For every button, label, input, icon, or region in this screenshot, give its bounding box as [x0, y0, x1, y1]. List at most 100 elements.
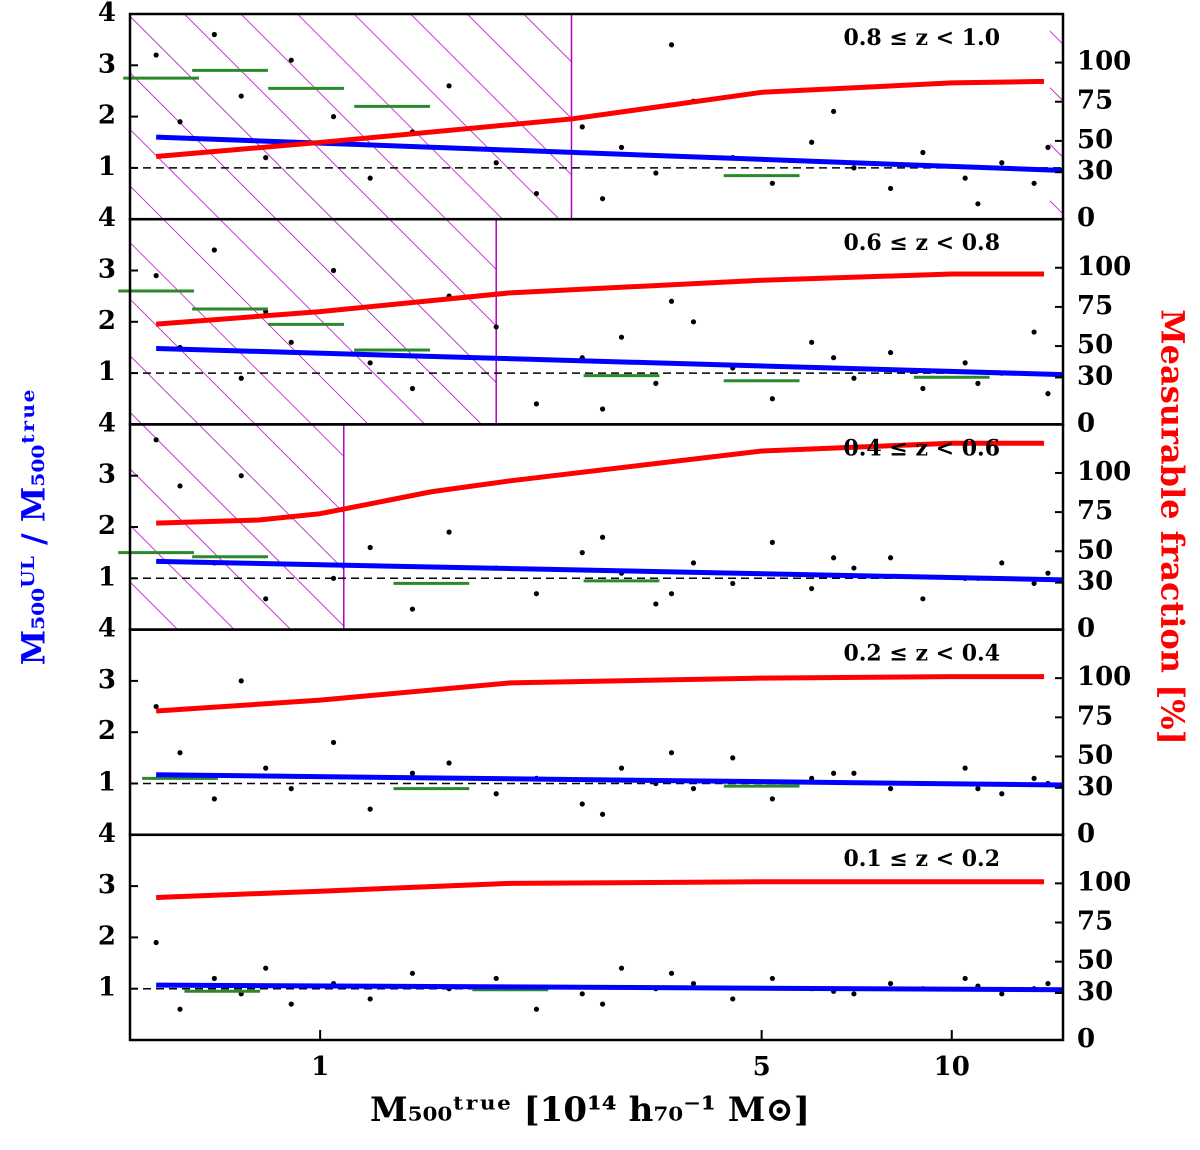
data-point — [153, 273, 159, 279]
shaded-region — [130, 14, 572, 220]
data-point — [493, 324, 499, 330]
y-tick-label: 4 — [98, 614, 116, 644]
panel-label: 0.4 ≤ z < 0.6 — [843, 435, 1000, 461]
data-point — [975, 201, 981, 207]
panel-label: 0.2 ≤ z < 0.4 — [843, 641, 1000, 667]
data-point — [446, 760, 452, 766]
data-point — [769, 180, 775, 186]
data-point — [533, 591, 540, 597]
data-point — [653, 380, 659, 386]
data-point — [238, 678, 244, 684]
data-point — [599, 534, 606, 540]
y2-tick-label: 30 — [1077, 977, 1113, 1007]
data-point — [668, 970, 675, 976]
y-tick-label: 3 — [98, 49, 116, 79]
y2-tick-label: 75 — [1077, 86, 1113, 116]
y2-tick-label: 50 — [1077, 740, 1113, 770]
fraction-line — [155, 78, 1045, 160]
y-tick-label: 3 — [98, 665, 116, 695]
y2-tick-label: 100 — [1077, 867, 1131, 897]
x-tick-label: 5 — [753, 1052, 771, 1082]
data-point — [330, 267, 337, 274]
fit-line — [156, 982, 1063, 993]
data-point — [999, 560, 1005, 566]
data-point — [409, 385, 416, 392]
shaded-region — [1049, 14, 1063, 220]
data-point — [769, 539, 775, 545]
y2-tick-label: 50 — [1077, 330, 1113, 360]
data-point — [367, 175, 373, 181]
data-point — [887, 786, 894, 792]
panel-label: 0.8 ≤ z < 1.0 — [843, 25, 1000, 51]
y2-tick-label: 100 — [1077, 47, 1131, 77]
data-point — [211, 796, 217, 802]
data-point — [263, 765, 269, 771]
data-point — [831, 555, 837, 561]
data-point — [851, 375, 857, 381]
data-point — [962, 360, 968, 366]
data-point — [668, 42, 675, 48]
y2-tick-label: 30 — [1077, 772, 1113, 802]
y-tick-label: 2 — [98, 716, 116, 746]
data-point — [851, 165, 857, 171]
data-point — [999, 160, 1005, 166]
data-point — [769, 975, 775, 982]
y2-tick-label: 75 — [1077, 907, 1113, 937]
data-point — [288, 339, 294, 345]
y-tick-label: 3 — [98, 870, 116, 900]
data-point — [1045, 144, 1051, 150]
y2-tick-label: 50 — [1077, 125, 1113, 155]
y2-tick-label: 0 — [1077, 408, 1095, 438]
data-point — [975, 380, 981, 386]
y2-tick-label: 100 — [1077, 252, 1131, 282]
data-point — [493, 791, 499, 797]
data-point — [409, 770, 416, 776]
y2-tick-label: 50 — [1077, 535, 1113, 565]
data-point — [962, 975, 968, 982]
data-point — [962, 175, 968, 181]
data-point — [618, 144, 625, 150]
y2-tick-label: 0 — [1077, 614, 1095, 644]
data-point — [599, 406, 606, 412]
y-tick-label: 2 — [98, 306, 116, 336]
y-tick-label: 1 — [98, 562, 116, 592]
fraction-line — [155, 271, 1045, 327]
data-point — [730, 996, 736, 1002]
data-point — [177, 1006, 183, 1012]
data-point — [288, 1001, 294, 1007]
data-point — [330, 114, 337, 120]
data-point — [809, 139, 815, 145]
y-tick-label: 1 — [98, 357, 116, 387]
data-point — [493, 975, 499, 982]
fraction-line — [156, 440, 1045, 526]
data-point — [999, 791, 1005, 797]
y2-tick-label: 30 — [1077, 156, 1113, 186]
y-tick-label: 4 — [98, 203, 116, 233]
data-point — [446, 529, 452, 535]
data-point — [887, 980, 894, 987]
y-tick-label: 2 — [98, 511, 116, 541]
data-point — [690, 786, 697, 792]
data-point — [690, 980, 697, 987]
data-point — [975, 786, 981, 792]
data-point — [809, 775, 815, 781]
data-point — [1031, 580, 1037, 587]
data-point — [177, 119, 183, 125]
data-point — [238, 473, 244, 479]
y-tick-label: 3 — [98, 460, 116, 490]
fraction-line — [155, 674, 1045, 714]
y2-tick-label: 30 — [1077, 361, 1113, 391]
y-tick-label: 4 — [98, 0, 116, 28]
y-tick-label: 4 — [98, 408, 116, 438]
x-tick-label: 10 — [934, 1052, 970, 1082]
data-point — [809, 585, 815, 592]
data-point — [579, 550, 585, 556]
y-tick-label: 1 — [98, 973, 116, 1003]
data-point — [831, 770, 837, 776]
y2-tick-label: 75 — [1077, 291, 1113, 321]
data-point — [653, 601, 659, 607]
data-point — [653, 170, 659, 176]
data-point — [409, 606, 416, 612]
data-point — [367, 544, 373, 551]
